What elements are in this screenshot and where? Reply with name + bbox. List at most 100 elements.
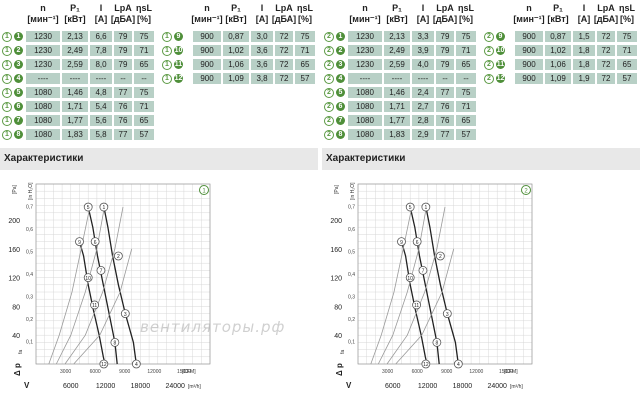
x-alt-tick-label: 15000: [499, 369, 513, 375]
row-badge-filled: 12: [174, 74, 183, 83]
x-axis-symbol: V: [346, 381, 352, 390]
x-axis-alt-unit: [CFM]: [182, 369, 196, 375]
header-lpa: LpA: [114, 3, 132, 13]
x-alt-tick-label: 12000: [147, 369, 161, 375]
x-alt-tick-label: 6000: [90, 369, 101, 375]
table-cell-i: 1,5: [573, 31, 595, 42]
table-cell-p1: 1,02: [545, 45, 571, 56]
table-cell-lpa: 76: [436, 101, 454, 112]
row-badge-outline: 2: [484, 46, 494, 56]
table-cell-lpa: 76: [436, 115, 454, 126]
table-cell-n: 1230: [26, 31, 60, 42]
y-axis-symbol: Δ p: [335, 363, 344, 376]
table-cell-n: ----: [348, 73, 382, 84]
row-badge-filled: 3: [14, 60, 23, 69]
row-badge-outline: 2: [324, 102, 334, 112]
table-cell-n: 1080: [26, 129, 60, 140]
table-cell-p1: 1,83: [62, 129, 88, 140]
curve-marker-label: 7: [100, 269, 103, 275]
x-tick-label: 18000: [453, 383, 473, 390]
table-cell-n: 900: [515, 59, 543, 70]
x-tick-label: 6000: [385, 383, 401, 390]
row-badge-outline: 1: [2, 32, 12, 42]
header-eta: ηsL: [135, 3, 152, 13]
table-cell-lpa: 72: [597, 73, 615, 84]
header-lpa: LpA: [436, 3, 454, 13]
y-tick-label: 200: [330, 218, 342, 225]
table-cell-lpa: 79: [436, 31, 454, 42]
row-badge-filled: 1: [336, 32, 345, 41]
chart-badge-label: 2: [524, 189, 528, 195]
row-badge-filled: 1: [14, 32, 23, 41]
curve-marker: [75, 237, 84, 246]
table-cell-n: 1080: [26, 87, 60, 98]
header-lpa: LpA: [275, 3, 293, 13]
table-cell-i: 2,7: [412, 101, 434, 112]
system-curve: [73, 248, 133, 365]
table-cell-i: 4,8: [90, 87, 112, 98]
curve-marker: [83, 202, 93, 212]
table-cell-i: 5,6: [90, 115, 112, 126]
curve-marker: [90, 300, 99, 310]
table-cell-eta: 57: [456, 129, 476, 140]
y-alt-tick-label: 0,2: [348, 317, 355, 323]
curve-marker-label: 9: [78, 240, 81, 246]
table-cell-n: 900: [515, 31, 543, 42]
curve-marker-label: 4: [135, 362, 138, 368]
x-axis-alt-unit: [CFM]: [504, 369, 518, 375]
y-alt-tick-label: 0,1: [348, 340, 355, 346]
curve-marker-label: 9: [400, 240, 403, 246]
row-badge-filled: 6: [14, 102, 23, 111]
row-badge-outline: 2: [324, 46, 334, 56]
y-tick-label: 120: [8, 276, 20, 283]
y-alt-tick-label: 0,2: [26, 317, 33, 323]
row-badge-filled: 11: [174, 60, 183, 69]
table-cell-n: 900: [193, 59, 221, 70]
curve-marker: [412, 300, 421, 310]
row-badge-filled: 3: [336, 60, 345, 69]
row-badge-filled: 7: [336, 116, 345, 125]
x-alt-tick-label: 15000: [177, 369, 191, 375]
table-cell-lpa: 79: [114, 59, 132, 70]
table-cell-lpa: 79: [436, 45, 454, 56]
header-lpa-unit: [дБА]: [271, 14, 297, 24]
table-cell-i: 5,4: [90, 101, 112, 112]
row-badge-outline: 1: [2, 74, 12, 84]
table-cell-n: 1230: [348, 31, 382, 42]
header-n: n: [526, 3, 532, 13]
row-badge-outline: 2: [324, 130, 334, 140]
row-badge-filled: 5: [14, 88, 23, 97]
table-cell-lpa: 72: [597, 31, 615, 42]
x-tick-label: 18000: [131, 383, 151, 390]
system-curve: [48, 206, 91, 365]
y-alt-tick-label: 0,5: [348, 250, 355, 256]
curve-marker-label: 3: [124, 312, 127, 318]
panel-2: n [мин⁻¹] P₁ [кВт] I [A] LpA [дБА] ηsL [%] n [мин⁻¹…: [322, 0, 640, 400]
row-badge-filled: 7: [14, 116, 23, 125]
row-badge-filled: 12: [496, 74, 505, 83]
plot-frame: [357, 183, 533, 365]
fan-curve: [425, 206, 459, 365]
row-badge-filled: 5: [336, 88, 345, 97]
table-cell-i: 7,8: [90, 45, 112, 56]
table-cell-p1: ----: [384, 73, 410, 84]
table-cell-eta: 71: [134, 101, 154, 112]
x-tick-label: 24000: [487, 383, 507, 390]
table-cell-i: 4,0: [412, 59, 434, 70]
header-n: n: [362, 3, 368, 13]
table-cell-eta: 75: [134, 87, 154, 98]
curve-marker: [83, 273, 93, 282]
curve-marker-label: 12: [423, 362, 429, 368]
header-eta-unit: [%]: [620, 14, 634, 24]
chart-1: 40 80 120 160 200 0,1 0,2 0,3 0,4 0,5 0,6 0,7 6000 12…: [0, 172, 318, 400]
table-cell-i: 3,6: [251, 59, 273, 70]
y-axis-alt-unit: [in H₂O]: [350, 182, 356, 200]
curve-marker: [412, 237, 422, 246]
y-axis-symbol-sub: fa: [18, 350, 24, 354]
header-i: I: [582, 3, 586, 13]
table-cell-eta: 75: [617, 31, 637, 42]
header-eta: ηsL: [296, 3, 313, 13]
table-cell-i: 3,8: [251, 73, 273, 84]
table-cell-p1: 1,46: [384, 87, 410, 98]
table-cell-p1: ----: [62, 73, 88, 84]
